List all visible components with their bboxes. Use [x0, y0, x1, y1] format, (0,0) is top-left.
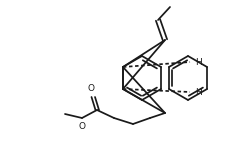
Text: H: H [195, 57, 202, 67]
Text: O: O [88, 84, 94, 93]
Text: O: O [79, 122, 85, 131]
Text: H: H [195, 88, 202, 96]
